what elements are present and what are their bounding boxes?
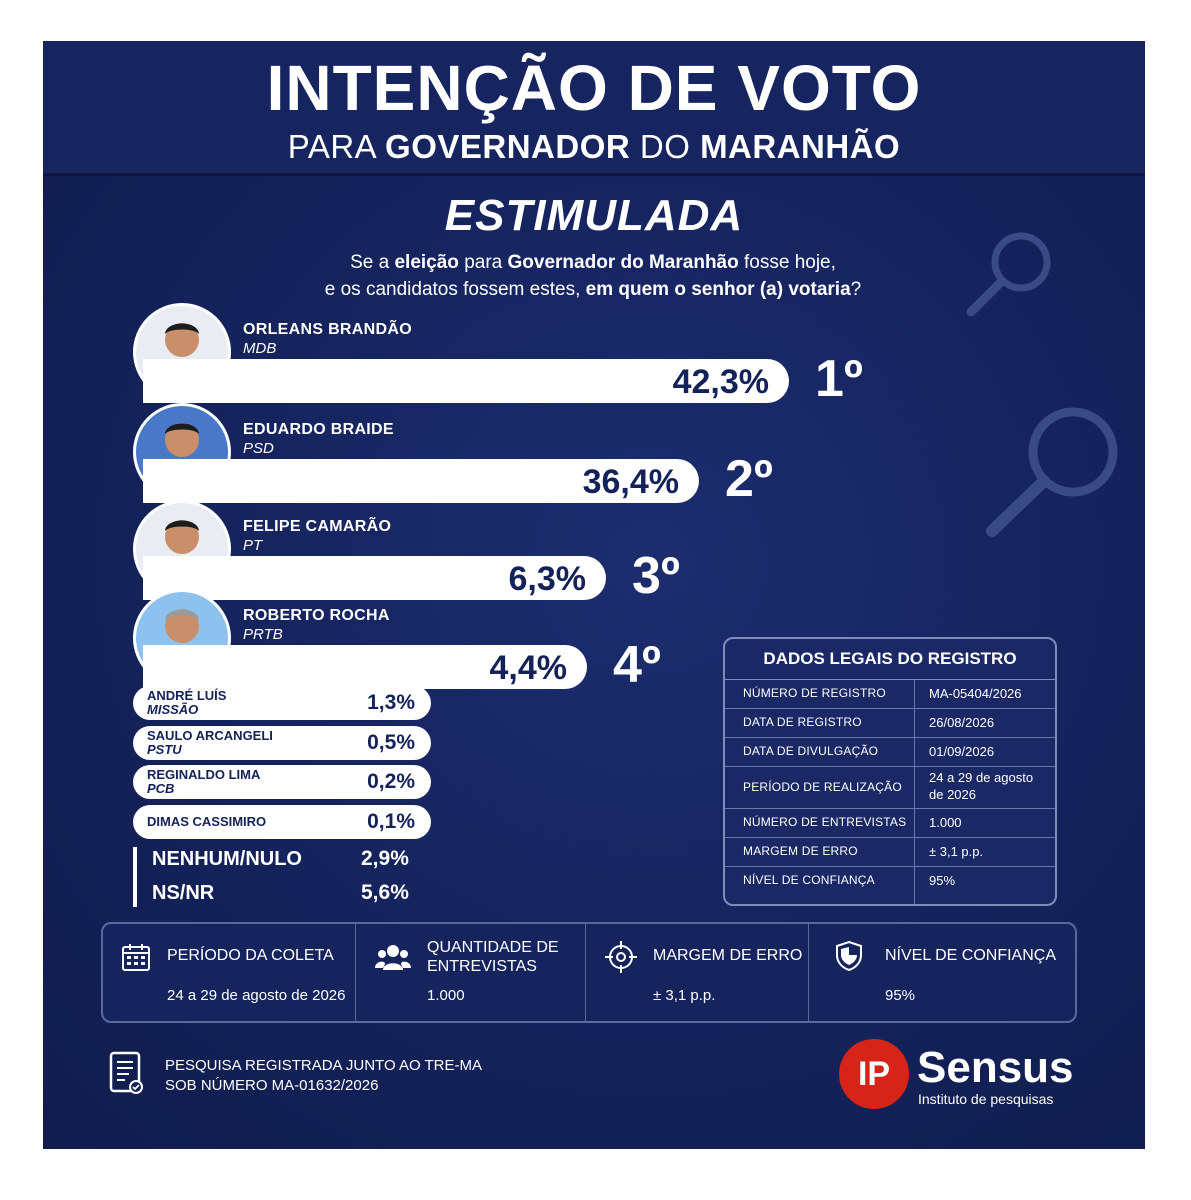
rank-label: 3º: [632, 547, 680, 605]
strip-divider: [355, 924, 356, 1021]
bar-value: 1,3%: [367, 691, 415, 714]
legal-key: NÚMERO DE REGISTRO: [743, 686, 886, 700]
bar-value: 36,4%: [582, 463, 679, 501]
legal-table-row: PERÍODO DE REALIZAÇÃO 24 a 29 de agosto d…: [725, 766, 1055, 809]
ip-sensus-logo-word: Sensus: [917, 1043, 1074, 1092]
strip-divider: [808, 924, 809, 1021]
interviews-label: QUANTIDADE DE ENTREVISTAS: [427, 939, 559, 975]
bar-label: DIMAS CASSIMIRO: [147, 814, 267, 829]
candidate-party: PCB: [147, 781, 175, 796]
bar: DIMAS CASSIMIRO 0,1%: [133, 805, 431, 839]
page-title: INTENÇÃO DE VOTO: [266, 52, 922, 124]
bar-label: REGINALDO LIMA: [147, 767, 261, 782]
rank-label: 4º: [613, 636, 661, 694]
shield-icon: [836, 940, 862, 972]
bar: [143, 459, 699, 503]
calendar-icon: [122, 944, 150, 971]
candidate-party: PSD: [243, 440, 274, 457]
bar: ANDRÉ LUÍS MISSÃO 1,3%: [133, 686, 431, 720]
margin-value: ± 3,1 p.p.: [653, 987, 716, 1004]
crosshair-icon: [605, 941, 637, 973]
legal-table-row: NÚMERO DE ENTREVISTAS 1.000: [725, 808, 1055, 838]
confidence-value: 95%: [885, 987, 916, 1004]
bar-value: 0,1%: [367, 810, 415, 833]
bar-value: 5,6%: [361, 881, 409, 904]
legal-table-row: DATA DE DIVULGAÇÃO 01/09/2026: [725, 737, 1055, 767]
legal-value: MA-05404/2026: [929, 686, 1022, 701]
bar: REGINALDO LIMA PCB 0,2%: [133, 765, 431, 799]
legal-key: DATA DE REGISTRO: [743, 715, 862, 729]
confidence-label: NÍVEL DE CONFIANÇA: [885, 947, 1056, 964]
magnifier-icon: [966, 232, 1051, 317]
legal-key: MARGEM DE ERRO: [743, 844, 858, 858]
candidate-name: ROBERTO ROCHA: [243, 607, 390, 624]
legal-value: 01/09/2026: [929, 744, 995, 759]
candidate-party: MISSÃO: [147, 702, 199, 717]
legal-table-separator: [914, 679, 915, 904]
others-divider: [133, 847, 137, 907]
period-label: PERÍODO DA COLETA: [167, 947, 334, 964]
legal-table-title: DADOS LEGAIS DO REGISTRO: [725, 639, 1055, 680]
bar-value: 0,5%: [367, 731, 415, 754]
candidate-party: PT: [243, 537, 263, 554]
candidate-party: MDB: [243, 340, 277, 357]
bar: [143, 556, 606, 600]
registration-note: PESQUISA REGISTRADA JUNTO AO TRE-MA SOB N…: [165, 1057, 483, 1094]
magnifier-icon: [986, 407, 1118, 537]
bar-value: 2,9%: [361, 847, 409, 870]
survey-question: Se a eleição para Governador do Maranhão…: [324, 252, 862, 300]
bar: [143, 645, 587, 689]
page-subtitle: PARA GOVERNADOR DO MARANHÃO: [287, 128, 901, 165]
candidate-party: PSTU: [147, 742, 182, 757]
bar-label: ANDRÉ LUÍS: [147, 688, 227, 703]
period-value: 24 a 29 de agosto de 2026: [167, 987, 346, 1004]
bar-value: 6,3%: [508, 560, 587, 598]
ip-sensus-logo-mark: IP: [839, 1039, 909, 1109]
candidate-name: EDUARDO BRAIDE: [243, 421, 394, 438]
legal-key: NÍVEL DE CONFIANÇA: [743, 873, 875, 887]
document-icon: [109, 1051, 143, 1094]
candidate-name: ORLEANS BRANDÃO: [243, 321, 412, 338]
bar-label: SAULO ARCANGELI: [147, 728, 273, 743]
poster: INTENÇÃO DE VOTO PARA GOVERNADOR DO MARA…: [43, 41, 1145, 1149]
people-icon: [375, 945, 411, 970]
header: INTENÇÃO DE VOTO PARA GOVERNADOR DO MARA…: [43, 41, 1145, 176]
legal-table-row: NÍVEL DE CONFIANÇA 95%: [725, 866, 1055, 895]
bar-value: 0,2%: [367, 770, 415, 793]
ip-sensus-logo-tagline: Instituto de pesquisas: [918, 1091, 1054, 1107]
legal-value: 1.000: [929, 815, 962, 830]
section-type-label: ESTIMULADA: [444, 191, 744, 240]
legal-table-row: DATA DE REGISTRO 26/08/2026: [725, 708, 1055, 738]
legal-value: 24 a 29 de agosto de 2026: [929, 770, 1034, 802]
bar: SAULO ARCANGELI PSTU 0,5%: [133, 726, 431, 760]
legal-key: DATA DE DIVULGAÇÃO: [743, 744, 879, 758]
margin-label: MARGEM DE ERRO: [653, 947, 803, 964]
bar-label: NS/NR: [152, 882, 215, 904]
candidate-party: PRTB: [243, 626, 283, 643]
rank-label: 2º: [725, 450, 773, 508]
legal-table-row: NÚMERO DE REGISTRO MA-05404/2026: [725, 679, 1055, 709]
bar-label: NENHUM/NULO: [152, 848, 302, 870]
candidate-name: FELIPE CAMARÃO: [243, 518, 392, 535]
info-strip: PERÍODO DA COLETA 24 a 29 de agosto de 2…: [101, 922, 1077, 1023]
bar-value: 42,3%: [672, 363, 769, 401]
legal-table-row: MARGEM DE ERRO ± 3,1 p.p.: [725, 837, 1055, 867]
legal-key: NÚMERO DE ENTREVISTAS: [743, 815, 907, 829]
bar-value: 4,4%: [489, 649, 568, 687]
bar: [143, 359, 789, 403]
rank-label: 1º: [815, 350, 863, 408]
legal-key: PERÍODO DE REALIZAÇÃO: [743, 780, 902, 794]
legal-value: 95%: [929, 873, 956, 888]
strip-divider: [585, 924, 586, 1021]
legal-value: ± 3,1 p.p.: [929, 844, 984, 859]
legal-value: 26/08/2026: [929, 715, 995, 730]
interviews-value: 1.000: [427, 987, 465, 1004]
legal-registry-table: DADOS LEGAIS DO REGISTRO NÚMERO DE REGIS…: [723, 637, 1057, 906]
